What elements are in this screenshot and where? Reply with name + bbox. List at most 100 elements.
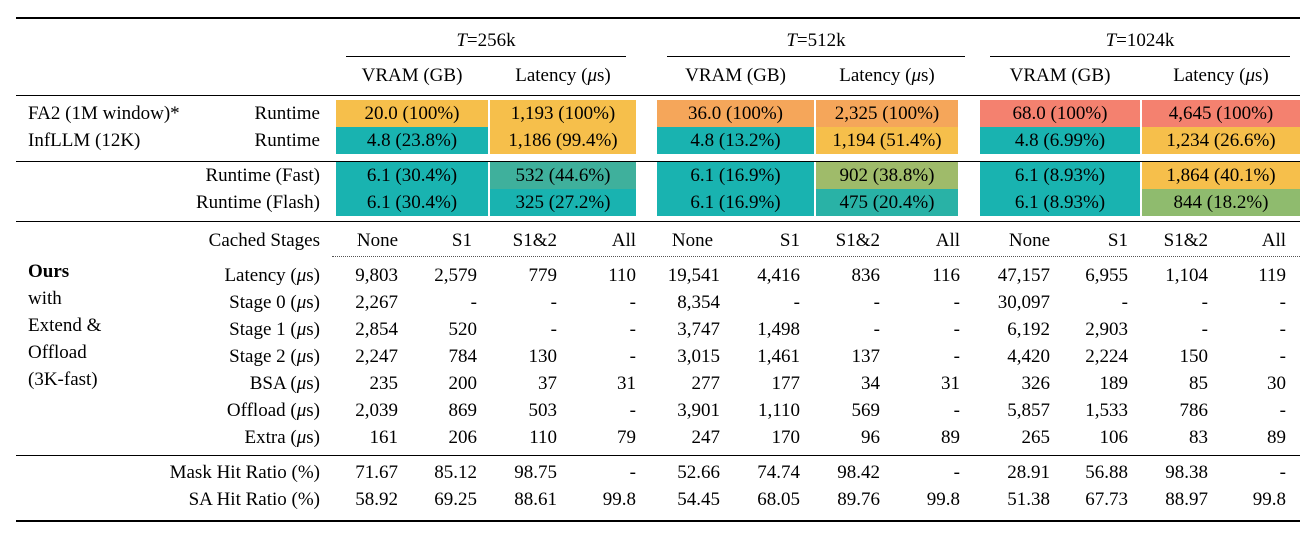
- baseline-bg-2: [657, 127, 814, 154]
- group-header-1: T=512k: [786, 30, 846, 51]
- breakdown-value-6-2: 110: [529, 427, 557, 448]
- breakdown-value-6-1: 206: [448, 427, 478, 448]
- ratio-value-1-8: 51.38: [1007, 489, 1050, 510]
- breakdown-value-3-6: 137: [851, 346, 881, 367]
- baseline-bg-0: [336, 127, 488, 154]
- mid-rule-3: [16, 455, 1300, 456]
- bottom-rule: [16, 520, 1300, 522]
- breakdown-value-2-6: -: [873, 319, 880, 340]
- breakdown-value-4-1: 200: [448, 373, 478, 394]
- breakdown-value-3-2: 130: [528, 346, 558, 367]
- breakdown-value-6-11: 89: [1267, 427, 1286, 448]
- stage-header-4: None: [671, 230, 713, 251]
- breakdown-value-2-9: 2,903: [1085, 319, 1128, 340]
- stage-header-8: None: [1008, 230, 1050, 251]
- baseline-bg-0: [336, 100, 488, 127]
- breakdown-value-2-2: -: [550, 319, 557, 340]
- breakdown-label-0: Latency (μs): [224, 265, 320, 286]
- runtime-bg-4: [980, 189, 1140, 216]
- breakdown-value-4-5: 177: [771, 373, 801, 394]
- runtime-bg-1: [490, 189, 636, 216]
- stage-header-3: All: [611, 230, 636, 251]
- breakdown-value-2-3: -: [629, 319, 636, 340]
- baseline-label-0: Runtime: [254, 103, 320, 124]
- breakdown-value-0-5: 4,416: [757, 265, 800, 286]
- subcol-header-0-0: VRAM (GB): [361, 65, 463, 86]
- runtime-cell-3: 902 (38.8%): [839, 165, 935, 186]
- breakdown-value-4-8: 326: [1021, 373, 1051, 394]
- stage-header-1: S1: [451, 230, 472, 251]
- runtime-bg-0: [336, 189, 488, 216]
- runtime-cell-5: 1,864 (40.1%): [1166, 165, 1276, 186]
- breakdown-value-5-5: 1,110: [757, 400, 800, 421]
- baseline-cell-2: 36.0 (100%): [688, 103, 783, 124]
- breakdown-value-6-5: 170: [771, 427, 801, 448]
- subcol-header-2-0: VRAM (GB): [1009, 65, 1111, 86]
- breakdown-value-3-9: 2,224: [1085, 346, 1128, 367]
- breakdown-label-3: Stage 2 (μs): [229, 346, 320, 367]
- breakdown-value-5-4: 3,901: [677, 400, 720, 421]
- breakdown-value-6-3: 79: [617, 427, 636, 448]
- runtime-cell-2: 6.1 (16.9%): [690, 192, 781, 213]
- breakdown-value-0-7: 116: [932, 265, 960, 286]
- breakdown-value-5-11: -: [1279, 400, 1286, 421]
- breakdown-value-5-6: 569: [851, 400, 881, 421]
- breakdown-value-0-8: 47,157: [997, 265, 1050, 286]
- baseline-bg-3: [816, 127, 958, 154]
- baseline-cell-3: 2,325 (100%): [834, 103, 940, 124]
- breakdown-value-0-0: 9,803: [355, 265, 398, 286]
- runtime-bg-3: [816, 162, 958, 189]
- breakdown-value-5-2: 503: [528, 400, 558, 421]
- runtime-label-0: Runtime (Fast): [205, 165, 320, 186]
- stage-header-10: S1&2: [1163, 230, 1208, 251]
- ratio-label-0: Mask Hit Ratio (%): [169, 462, 320, 483]
- breakdown-value-2-4: 3,747: [677, 319, 720, 340]
- breakdown-value-1-6: -: [873, 292, 880, 313]
- subcol-header-1-1: Latency (μs): [839, 65, 935, 86]
- breakdown-value-3-7: -: [953, 346, 960, 367]
- breakdown-label-6: Extra (μs): [244, 427, 320, 448]
- baseline-bg-4: [980, 100, 1140, 127]
- breakdown-value-0-10: 1,104: [1165, 265, 1208, 286]
- ratio-value-1-4: 54.45: [677, 489, 720, 510]
- runtime-cell-1: 325 (27.2%): [515, 192, 611, 213]
- ours-desc-3: (3K-fast): [28, 369, 98, 390]
- breakdown-value-1-5: -: [793, 292, 800, 313]
- ratio-value-1-11: 99.8: [1252, 489, 1286, 510]
- breakdown-label-1: Stage 0 (μs): [229, 292, 320, 313]
- ours-desc-2: Offload: [28, 342, 87, 363]
- breakdown-value-4-7: 31: [941, 373, 960, 394]
- top-rule: [16, 17, 1300, 19]
- group-underline-1: [667, 56, 965, 57]
- breakdown-value-6-7: 89: [941, 427, 960, 448]
- stages-dotted-rule: [332, 256, 1300, 257]
- baseline-cell-0: 20.0 (100%): [364, 103, 460, 124]
- baseline-cell-4: 68.0 (100%): [1012, 103, 1108, 124]
- breakdown-value-4-4: 277: [691, 373, 721, 394]
- baseline-cell-1: 1,193 (100%): [510, 103, 616, 124]
- breakdown-value-1-8: 30,097: [997, 292, 1050, 313]
- runtime-cell-5: 844 (18.2%): [1173, 192, 1269, 213]
- breakdown-value-0-6: 836: [851, 265, 881, 286]
- breakdown-value-0-1: 2,579: [434, 265, 477, 286]
- stage-header-11: All: [1261, 230, 1286, 251]
- breakdown-label-2: Stage 1 (μs): [229, 319, 320, 340]
- breakdown-value-3-3: -: [629, 346, 636, 367]
- breakdown-value-1-11: -: [1279, 292, 1286, 313]
- baseline-method-0: FA2 (1M window)*: [28, 103, 180, 124]
- ratio-value-1-7: 99.8: [926, 489, 960, 510]
- breakdown-value-2-7: -: [953, 319, 960, 340]
- ratio-value-0-3: -: [629, 462, 636, 483]
- breakdown-value-5-10: 786: [1179, 400, 1209, 421]
- baseline-bg-2: [657, 100, 814, 127]
- ratio-value-1-6: 89.76: [837, 489, 880, 510]
- ratio-value-1-9: 67.73: [1085, 489, 1128, 510]
- baseline-cell-5: 4,645 (100%): [1168, 103, 1274, 124]
- group-header-2: T=1024k: [1105, 30, 1175, 51]
- baseline-cell-1: 1,186 (99.4%): [508, 130, 618, 151]
- ratio-label-1: SA Hit Ratio (%): [188, 489, 320, 510]
- runtime-bg-2: [657, 189, 814, 216]
- ratio-value-0-10: 98.38: [1165, 462, 1208, 483]
- ratio-value-0-8: 28.91: [1007, 462, 1050, 483]
- stage-header-7: All: [935, 230, 960, 251]
